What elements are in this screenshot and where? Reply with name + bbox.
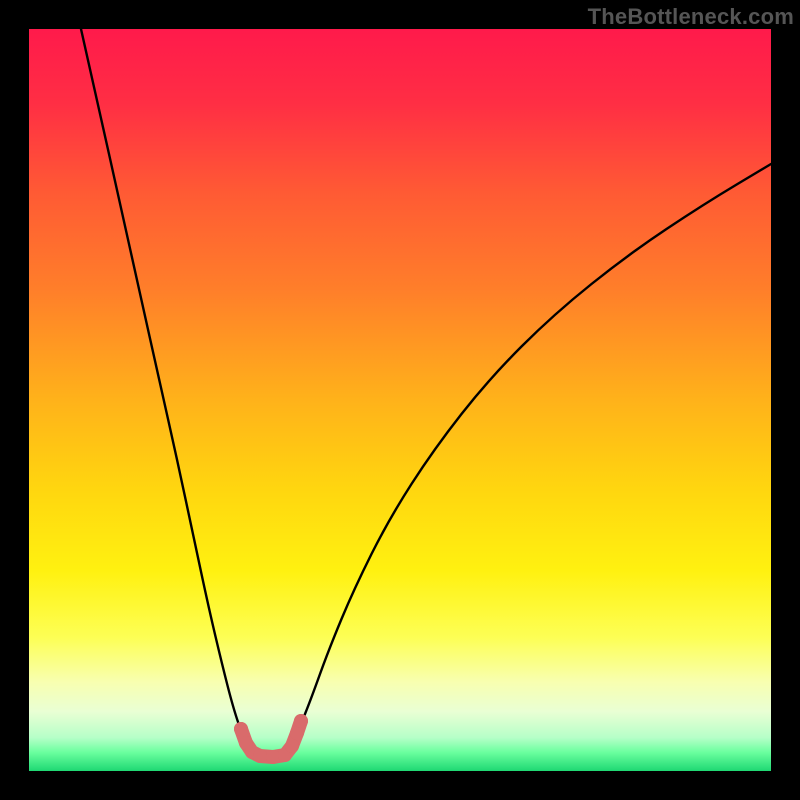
plot-area <box>29 29 771 771</box>
marker-dot <box>266 750 280 764</box>
marker-dot <box>253 749 267 763</box>
gradient-background <box>29 29 771 771</box>
marker-dot <box>285 739 299 753</box>
marker-dot <box>294 714 308 728</box>
watermark-text: TheBottleneck.com <box>588 4 794 30</box>
marker-dot <box>234 722 248 736</box>
marker-dot <box>290 726 304 740</box>
chart-svg <box>29 29 771 771</box>
